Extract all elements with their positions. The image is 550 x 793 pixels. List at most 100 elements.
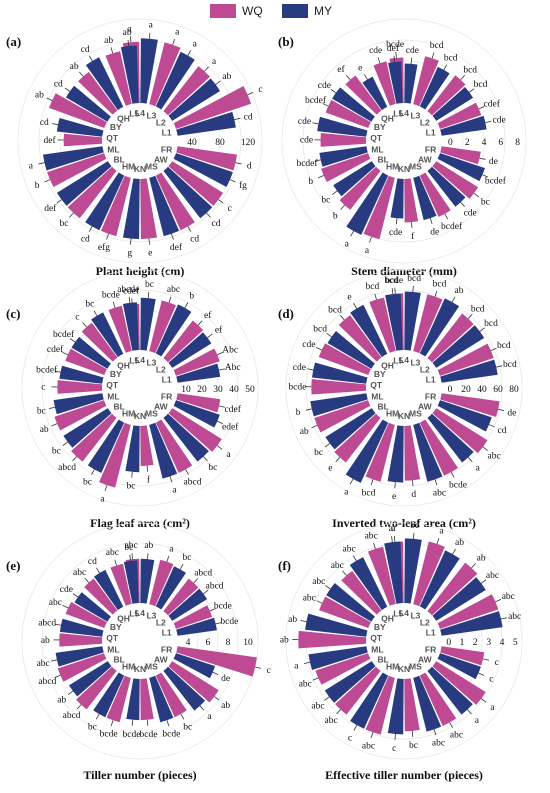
bar-wq-qt: [320, 133, 367, 147]
bar-my-bl: [324, 661, 376, 703]
tick-label: 6: [498, 138, 503, 148]
sig-letter-wq-by: cde: [302, 340, 315, 350]
bar-wq-l2: [427, 562, 478, 616]
sig-letter-wq-aw: abc: [488, 451, 501, 461]
error-bar: [324, 443, 331, 448]
error-bar: [204, 66, 209, 72]
error-bar: [433, 729, 437, 736]
grid-circle: [285, 522, 523, 760]
sig-letter-my-fr: de: [221, 674, 230, 684]
tick-label: 8: [515, 138, 520, 148]
error-bar: [215, 80, 221, 85]
tick-label: 8: [226, 638, 231, 648]
bar-wq-qt: [63, 133, 103, 147]
bar-wq-by: [65, 602, 107, 628]
sig-letter-my-qt: cd: [40, 118, 49, 128]
bar-my-ml: [319, 146, 368, 167]
bar-wq-l2: [163, 578, 199, 616]
sig-letter-wq-l1: cdef: [484, 98, 501, 109]
error-bar: [91, 469, 95, 475]
error-bar: [54, 674, 61, 678]
sig-letter-wq-l1: bcd: [497, 341, 511, 351]
category-label-l5: L5: [393, 356, 403, 366]
error-bar: [312, 122, 319, 125]
bar-wq-qh: [81, 322, 118, 362]
category-label-ms: MS: [145, 662, 158, 672]
sig-letter-wq-bl: e: [328, 464, 332, 474]
tick-label: 4: [500, 638, 505, 648]
error-bar: [128, 296, 131, 303]
sig-letter-wq-ml: abc: [299, 679, 312, 689]
bar-my-l4: [404, 63, 418, 104]
error-bar: [346, 74, 351, 81]
error-bar: [481, 698, 487, 703]
category-label-l4: L4: [399, 355, 409, 365]
error-bar: [215, 622, 222, 625]
bar-my-hm: [85, 172, 125, 231]
bar-wq-kn: [140, 425, 154, 466]
bar-my-l3: [419, 66, 450, 110]
sig-letter-my-fr: c: [489, 675, 493, 685]
bar-wq-aw: [432, 408, 488, 454]
sig-letter-wq-ms: abc: [450, 731, 463, 741]
error-bar: [374, 293, 377, 300]
grid-circle: [38, 39, 242, 243]
sig-letter-my-by: cde: [60, 585, 73, 595]
sig-letter-my-l4: bcd: [407, 274, 421, 284]
error-bar: [129, 36, 132, 43]
bar-wq-by: [318, 343, 371, 375]
category-label-l4: L4: [135, 355, 145, 365]
error-bar: [72, 456, 77, 462]
sig-letter-my-bl: abc: [311, 701, 324, 711]
sig-letter-my-by: bcdef: [53, 329, 75, 340]
category-label-fr: FR: [425, 392, 436, 402]
error-bar: [166, 555, 170, 562]
error-bar: [369, 236, 372, 243]
sig-letter-wq-ms: bcde: [449, 480, 467, 490]
sig-letter-my-l4: ab: [144, 541, 153, 551]
error-bar: [467, 457, 473, 463]
error-bar: [169, 476, 173, 483]
bar-my-l2: [432, 325, 485, 368]
bar-my-fr: [437, 653, 481, 680]
sig-letter-my-kn: bcde: [123, 730, 141, 740]
bar-wq-l2: [427, 313, 474, 363]
sig-letter-wq-bl: bc: [60, 219, 69, 229]
error-bar: [305, 408, 312, 411]
category-label-ms: MS: [409, 162, 422, 172]
sig-letter-wq-qt: ab: [280, 635, 289, 645]
sig-letter-wq-hm: a: [365, 246, 370, 256]
error-bar: [370, 479, 374, 486]
tick-label: 4: [482, 138, 487, 148]
sig-letter-my-l1: abc: [508, 612, 521, 622]
error-bar: [460, 202, 466, 207]
panel-title: Plant height (cm): [96, 264, 185, 278]
error-bar: [93, 310, 98, 316]
category-label-ms: MS: [145, 162, 158, 172]
bar-my-l2: [168, 332, 212, 368]
bar-wq-l5: [108, 305, 132, 353]
bar-my-l1: [440, 115, 487, 136]
bar-wq-fr: [440, 146, 481, 165]
sig-letter-wq-ml: abcd: [38, 677, 56, 687]
category-label-l1: L1: [162, 374, 172, 384]
bar-my-l2: [168, 588, 208, 621]
category-label-qh: QH: [117, 360, 130, 370]
sig-letter-wq-ml: ab: [300, 427, 309, 437]
category-label-l2: L2: [156, 617, 166, 627]
error-bar: [412, 532, 415, 539]
sig-letter-my-l4: bc: [410, 521, 419, 531]
sig-letter-wq-bl: abcd: [58, 463, 76, 473]
category-label-by: BY: [374, 622, 386, 632]
bar-my-hm: [345, 419, 389, 483]
sig-letter-my-l5: abcde: [117, 285, 139, 295]
sig-letter-wq-l4: abc: [125, 541, 138, 551]
sig-letter-my-fr: edef: [222, 422, 239, 433]
bar-wq-bl: [76, 666, 117, 710]
sig-letter-wq-l4: bcde: [385, 276, 403, 286]
sig-letter-wq-qh: ab: [70, 62, 79, 72]
category-label-l1: L1: [162, 627, 172, 637]
sig-letter-my-qt: bcdef: [36, 365, 58, 376]
bar-my-aw: [427, 166, 466, 207]
